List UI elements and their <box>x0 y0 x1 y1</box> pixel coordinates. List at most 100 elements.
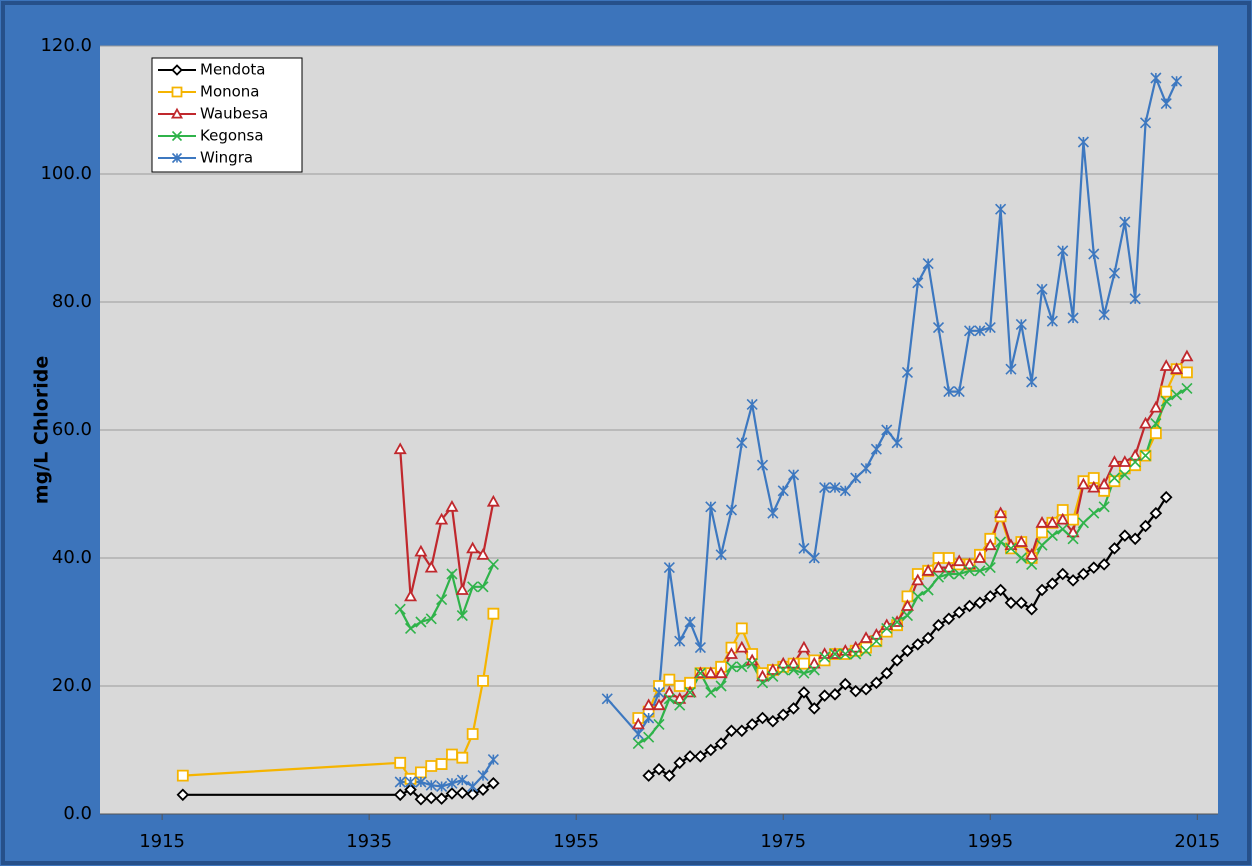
point-marker <box>912 277 924 289</box>
point-marker <box>446 777 458 789</box>
point-marker <box>776 708 790 722</box>
y-axis-label: mg/L Chloride <box>31 356 53 504</box>
point-marker <box>1077 517 1089 529</box>
point-marker <box>807 656 821 669</box>
point-marker <box>1160 98 1172 110</box>
point-marker <box>1098 501 1110 513</box>
point-marker <box>859 682 873 696</box>
point-marker <box>415 766 427 779</box>
point-marker <box>829 482 841 494</box>
point-marker <box>456 610 468 622</box>
point-marker <box>1139 416 1153 429</box>
point-marker <box>394 603 406 615</box>
point-marker <box>953 386 965 398</box>
point-marker <box>1066 574 1080 587</box>
point-marker <box>746 398 758 410</box>
point-marker <box>881 622 893 634</box>
point-marker <box>1056 512 1070 525</box>
point-marker <box>1139 519 1152 533</box>
point-marker <box>467 780 479 793</box>
point-marker <box>631 717 645 730</box>
point-marker <box>1097 477 1111 490</box>
point-marker <box>456 786 469 800</box>
point-marker <box>839 485 851 497</box>
point-marker <box>736 661 748 673</box>
point-marker <box>736 437 748 449</box>
point-marker <box>1150 72 1162 84</box>
point-marker <box>662 685 676 698</box>
point-marker <box>456 751 469 764</box>
point-marker <box>653 718 665 730</box>
y-tick-label: 20.0 <box>52 675 92 696</box>
point-marker <box>684 686 696 698</box>
point-marker <box>1036 526 1048 539</box>
point-marker <box>943 386 955 398</box>
point-marker <box>1107 455 1122 467</box>
point-marker <box>1057 523 1069 535</box>
point-marker <box>942 560 956 573</box>
point-marker <box>652 762 666 776</box>
point-marker <box>1139 117 1152 129</box>
point-marker <box>839 677 852 691</box>
point-marker <box>932 618 945 632</box>
point-marker <box>1026 558 1038 570</box>
legend-marker <box>170 107 184 119</box>
point-marker <box>1087 472 1100 484</box>
point-marker <box>900 599 914 611</box>
point-marker <box>477 674 489 687</box>
point-marker <box>850 472 862 484</box>
point-marker <box>1160 395 1172 407</box>
point-marker <box>1077 136 1089 148</box>
point-marker <box>1088 248 1100 260</box>
point-marker <box>1025 602 1038 616</box>
point-marker <box>642 698 656 711</box>
point-marker <box>798 657 810 670</box>
y-tick-label: 0.0 <box>63 803 92 824</box>
point-marker <box>891 437 903 449</box>
point-marker <box>705 686 717 698</box>
point-marker <box>735 724 749 738</box>
point-marker <box>767 670 779 682</box>
point-marker <box>394 756 407 769</box>
point-marker <box>756 677 769 689</box>
point-marker <box>963 325 976 337</box>
y-tick-label: 60.0 <box>52 419 92 440</box>
point-marker <box>1046 315 1058 327</box>
point-marker <box>393 788 407 802</box>
point-marker <box>724 647 738 659</box>
point-marker <box>943 568 955 580</box>
point-marker <box>1076 477 1090 490</box>
point-marker <box>477 770 489 782</box>
point-marker <box>983 590 997 603</box>
point-marker <box>466 787 479 801</box>
legend-marker <box>171 152 183 164</box>
point-marker <box>1159 490 1173 504</box>
point-marker <box>942 612 956 626</box>
point-marker <box>963 599 976 613</box>
point-marker <box>435 512 449 525</box>
point-marker <box>632 738 644 750</box>
point-marker <box>931 560 946 573</box>
point-marker <box>424 791 438 805</box>
point-marker <box>653 686 665 698</box>
point-marker <box>487 777 500 790</box>
point-marker <box>1005 363 1017 375</box>
point-marker <box>1067 312 1079 324</box>
point-marker <box>1150 418 1162 430</box>
point-marker <box>869 627 883 640</box>
point-marker <box>1005 542 1017 554</box>
point-marker <box>176 788 190 802</box>
point-marker <box>1097 558 1111 571</box>
point-marker <box>767 507 779 519</box>
point-marker <box>487 754 499 766</box>
point-marker <box>487 607 500 620</box>
point-marker <box>973 596 987 610</box>
point-marker <box>994 506 1008 519</box>
point-marker <box>735 640 749 653</box>
series-line <box>399 563 495 630</box>
point-marker <box>704 666 718 679</box>
y-tick-label: 120.0 <box>40 35 92 56</box>
point-marker <box>912 590 924 602</box>
point-marker <box>849 640 863 653</box>
point-marker <box>819 651 831 663</box>
